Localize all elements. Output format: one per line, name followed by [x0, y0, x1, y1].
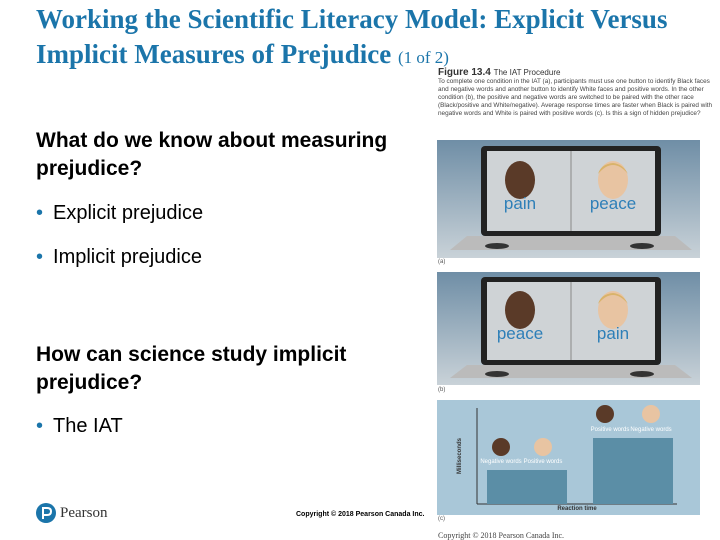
pearson-logo-text: Pearson: [60, 505, 108, 521]
copyright: Copyright © 2018 Pearson Canada Inc.: [296, 511, 425, 518]
figure-number: Figure 13.4: [438, 67, 491, 78]
bullet: • Explicit prejudice: [36, 202, 204, 224]
x-axis-label: Reaction time: [557, 506, 597, 512]
bullet-text: The IAT: [53, 415, 123, 437]
bar-label: Negative words: [630, 427, 671, 433]
panel-c: Negative words Positive words Positive w…: [437, 400, 700, 515]
screen-word: peace: [590, 194, 636, 213]
screen-word: peace: [497, 324, 543, 343]
figure-title: Figure 13.4 The IAT Procedure: [438, 67, 560, 78]
bullet: • The IAT: [36, 415, 123, 437]
panel-b: peace pain: [437, 272, 700, 385]
heading: How can science study implicit prejudice…: [36, 343, 347, 394]
panel-a: pain peace: [437, 140, 700, 258]
y-axis-label: Milliseconds: [457, 437, 463, 474]
slide-title: Working the Scientific Literacy Model: E…: [36, 2, 676, 75]
title-text: Working the Scientific Literacy Model: E…: [36, 4, 668, 69]
bar-label: Positive words: [591, 427, 630, 433]
figure-caption: To complete one condition in the IAT (a)…: [438, 78, 713, 117]
figure-copyright: Copyright © 2018 Pearson Canada Inc.: [438, 531, 565, 540]
bullet-text: Explicit prejudice: [53, 202, 204, 224]
panel-label: (b): [438, 387, 446, 393]
panel-label: (a): [438, 259, 446, 265]
pearson-logo-icon: [36, 503, 56, 523]
figure-art: pain peace peace pain: [437, 140, 700, 515]
bullet: • Implicit prejudice: [36, 246, 202, 268]
panel-label: (c): [438, 516, 445, 522]
bar-label: Positive words: [524, 459, 563, 465]
title-suffix: (1 of 2): [397, 48, 449, 67]
screen-word: pain: [597, 324, 629, 343]
figure-name: The IAT Procedure: [493, 68, 561, 77]
bullet-text: Implicit prejudice: [53, 246, 202, 268]
heading: What do we know about measuring prejudic…: [36, 129, 388, 180]
screen-word: pain: [504, 194, 536, 213]
bar-label: Negative words: [480, 459, 521, 465]
